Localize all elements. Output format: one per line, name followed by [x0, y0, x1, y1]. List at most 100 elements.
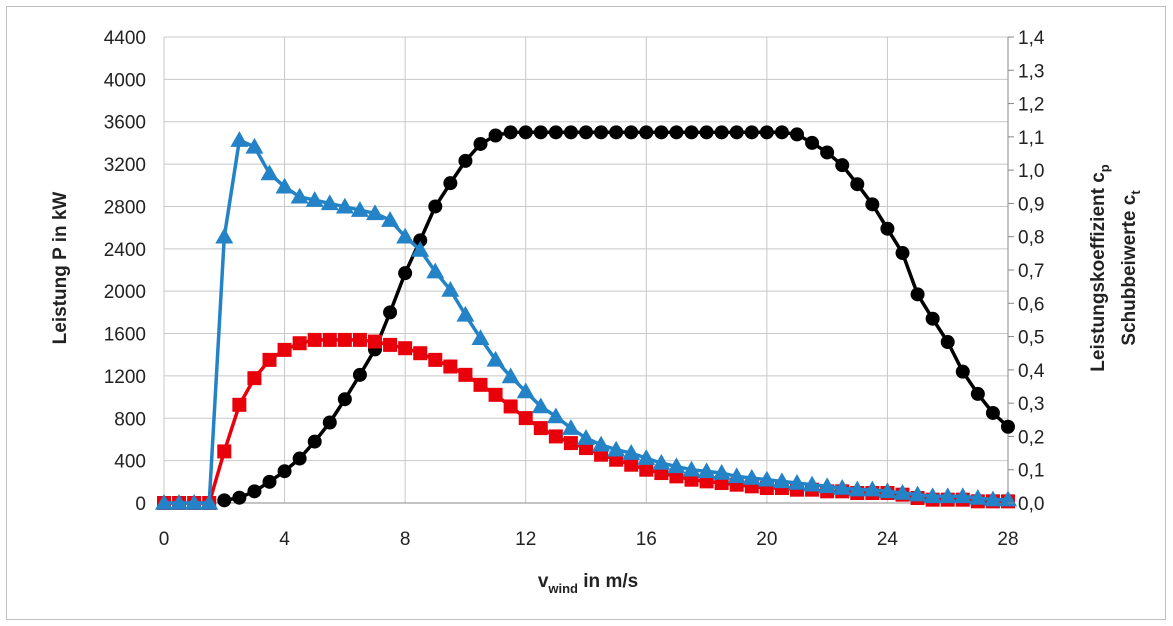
data-point: [366, 204, 384, 221]
y-right-axis-title-1: Leistungskoeffizient cp: [1088, 164, 1112, 372]
data-point: [970, 386, 985, 401]
y-left-tick-label: 1200: [104, 367, 146, 388]
data-point: [908, 485, 927, 502]
data-point: [835, 158, 850, 173]
data-point: [805, 135, 820, 150]
y-right-tick-label: 0,0: [1018, 494, 1044, 515]
data-point: [473, 377, 488, 392]
data-point: [518, 411, 533, 426]
data-point: [563, 436, 578, 451]
y-right-tick-label: 0,5: [1018, 328, 1044, 349]
y-right-tick-label: 0,3: [1018, 394, 1044, 415]
x-axis-title-sub: wind: [547, 581, 578, 596]
y-left-tick-label: 3600: [104, 113, 146, 134]
data-point: [381, 211, 400, 227]
data-point: [533, 125, 548, 140]
y-right-axis-title-2: Schubbeiwerte ct: [1119, 190, 1143, 346]
data-point: [742, 469, 761, 485]
data-point: [848, 480, 867, 497]
data-point: [955, 364, 970, 379]
y-right-axis-title-2-main: Schubbeiwerte c: [1119, 194, 1140, 345]
y-left-tick-label: 2000: [104, 282, 146, 303]
data-point: [398, 341, 413, 356]
data-point: [788, 474, 806, 490]
data-point: [426, 262, 445, 279]
series-circle: [217, 125, 1015, 508]
data-point: [488, 128, 503, 143]
data-point: [923, 487, 942, 504]
data-point: [561, 419, 580, 435]
data-point: [639, 125, 654, 140]
data-point: [577, 429, 595, 445]
data-point: [428, 352, 443, 367]
data-point: [1001, 419, 1015, 434]
data-point: [471, 329, 490, 345]
data-point: [307, 332, 322, 347]
data-point: [803, 475, 822, 492]
data-point: [292, 336, 307, 351]
data-point: [546, 407, 565, 424]
x-tick-label: 4: [279, 529, 290, 550]
y-right-tick-label: 1,4: [1018, 28, 1045, 49]
data-point: [473, 136, 488, 151]
y-right-axis-title-1-sub: p: [1097, 164, 1112, 172]
data-point: [594, 125, 609, 140]
data-point: [624, 125, 639, 140]
x-tick-label: 20: [756, 529, 777, 550]
data-point: [322, 332, 337, 347]
data-point: [352, 332, 367, 347]
data-point: [667, 457, 686, 474]
data-point: [622, 444, 641, 460]
x-axis-title: vwind in m/s: [538, 571, 638, 596]
y-right-tick-label: 0,2: [1018, 427, 1044, 448]
data-point: [155, 494, 173, 510]
data-point: [215, 227, 234, 244]
data-point: [443, 359, 458, 374]
data-point: [458, 367, 473, 382]
data-point: [217, 493, 232, 508]
data-point: [579, 125, 593, 140]
x-axis-title-main: v: [538, 571, 549, 592]
x-tick-label: 16: [636, 529, 657, 550]
y-right-tick-label: 0,8: [1018, 228, 1044, 249]
y-right-tick-label: 0,6: [1018, 294, 1044, 315]
series-line: [164, 338, 1008, 505]
y-left-tick-label: 2800: [104, 197, 146, 218]
data-point: [217, 444, 232, 459]
data-point: [428, 199, 443, 214]
y-right-tick-label: 1,0: [1018, 161, 1044, 182]
data-point: [757, 470, 776, 487]
y-right-tick-label: 1,2: [1018, 95, 1044, 116]
data-point: [516, 382, 535, 399]
data-point: [247, 484, 262, 499]
data-point: [999, 490, 1017, 507]
data-point: [744, 125, 759, 140]
y-left-tick-label: 3200: [104, 155, 146, 176]
x-tick-label: 0: [159, 529, 170, 550]
data-point: [684, 125, 699, 140]
data-point: [548, 125, 563, 140]
data-point: [548, 429, 563, 444]
data-point: [880, 221, 895, 236]
data-point: [413, 346, 428, 361]
data-point: [277, 464, 292, 479]
series-layer: [155, 125, 1017, 510]
data-point: [488, 387, 503, 402]
data-point: [983, 490, 1002, 507]
data-point: [699, 125, 714, 140]
data-point: [533, 421, 548, 436]
data-point: [833, 479, 852, 495]
x-tick-label: 28: [997, 529, 1018, 550]
chart-frame: [6, 6, 1166, 620]
y-left-tick-label: 800: [114, 409, 146, 430]
series-triangle: [155, 131, 1017, 510]
x-tick-label: 8: [400, 529, 411, 550]
data-point: [335, 197, 354, 214]
data-point: [458, 153, 473, 168]
data-point: [337, 332, 352, 347]
data-point: [531, 397, 550, 414]
series-square: [157, 332, 1015, 510]
data-point: [518, 125, 533, 140]
data-point: [714, 125, 729, 140]
